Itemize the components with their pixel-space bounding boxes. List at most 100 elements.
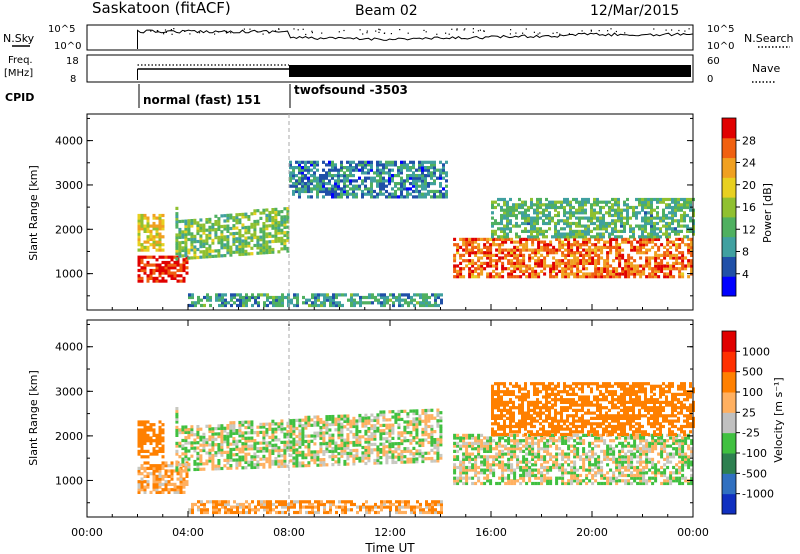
power-cell xyxy=(569,205,572,210)
power-cell xyxy=(567,261,571,265)
power-cell xyxy=(205,220,209,224)
velocity-cell xyxy=(295,434,299,439)
velocity-cell xyxy=(274,427,278,431)
velocity-cell xyxy=(367,448,371,452)
power-cell xyxy=(203,295,206,300)
power-cell xyxy=(474,267,478,271)
power-cell xyxy=(569,224,572,228)
velocity-cell xyxy=(239,510,242,515)
power-cell xyxy=(161,268,165,273)
power-cell xyxy=(491,224,494,228)
velocity-cell xyxy=(531,468,535,472)
power-cell xyxy=(539,205,542,210)
power-cell xyxy=(689,229,692,233)
power-cell xyxy=(143,271,147,275)
power-cell xyxy=(558,245,562,249)
velocity-cell xyxy=(283,462,287,466)
power-cell xyxy=(217,217,221,221)
power-cell xyxy=(650,232,653,236)
velocity-cell xyxy=(415,409,419,413)
power-cell xyxy=(146,276,150,280)
velocity-cell xyxy=(208,427,212,431)
power-cell xyxy=(515,224,518,228)
nsearch-dot xyxy=(230,32,232,34)
power-cell xyxy=(316,189,319,194)
power-cell xyxy=(566,224,569,228)
power-cell xyxy=(533,219,536,223)
power-cell xyxy=(525,275,529,279)
power-cell xyxy=(331,187,334,191)
velocity-cell xyxy=(540,465,544,470)
power-cell xyxy=(301,189,304,194)
velocity-cell xyxy=(161,464,165,468)
power-cell xyxy=(566,197,569,202)
velocity-cell xyxy=(245,505,248,509)
power-cell xyxy=(548,219,551,223)
power-cell xyxy=(564,267,568,271)
power-cell xyxy=(403,163,406,167)
velocity-cell xyxy=(161,423,165,427)
power-cell xyxy=(296,301,299,305)
power-cell xyxy=(400,176,403,180)
velocity-cell xyxy=(196,462,200,466)
velocity-cell xyxy=(382,429,386,433)
power-cell xyxy=(683,205,686,210)
power-cell xyxy=(573,253,577,257)
power-cell xyxy=(257,295,260,300)
power-cell xyxy=(615,256,619,260)
velocity-cell xyxy=(232,423,236,427)
power-cell xyxy=(678,237,682,241)
power-cell xyxy=(253,225,257,229)
power-cell xyxy=(576,248,580,252)
power-cell xyxy=(674,219,677,223)
velocity-cell xyxy=(344,502,347,507)
power-cell xyxy=(140,216,144,220)
power-cell xyxy=(445,160,448,164)
power-cell xyxy=(512,213,515,218)
velocity-cell xyxy=(483,449,487,453)
power-cell xyxy=(146,240,150,244)
nsearch-dot xyxy=(615,30,617,33)
power-cell xyxy=(217,227,221,231)
power-cell xyxy=(199,226,203,230)
velocity-cell xyxy=(173,485,177,489)
power-cell xyxy=(516,240,520,244)
velocity-cell xyxy=(184,468,188,472)
power-cell xyxy=(442,176,445,180)
velocity-cell xyxy=(379,461,383,465)
power-cell xyxy=(241,212,245,216)
velocity-cell xyxy=(543,476,547,480)
velocity-cell xyxy=(388,445,392,449)
power-cell xyxy=(593,235,596,239)
velocity-cell xyxy=(456,457,460,461)
power-cell xyxy=(137,232,141,236)
power-cell xyxy=(206,298,209,302)
velocity-cell xyxy=(271,435,275,439)
velocity-cell xyxy=(480,447,484,451)
nsearch-dot xyxy=(189,33,191,35)
power-cell xyxy=(304,184,307,188)
power-cell xyxy=(555,272,559,276)
velocity-cell xyxy=(543,449,547,453)
velocity-cell xyxy=(268,441,272,445)
velocity-cell xyxy=(516,439,520,443)
power-cell xyxy=(618,261,622,265)
power-cell xyxy=(671,221,674,226)
power-cell xyxy=(140,219,144,223)
power-cell xyxy=(477,251,481,255)
power-cell xyxy=(338,301,341,305)
power-cell xyxy=(545,197,548,202)
power-cell xyxy=(388,160,391,164)
velocity-cell xyxy=(397,442,401,446)
power-cell xyxy=(645,256,649,260)
power-cell xyxy=(678,243,682,247)
power-cell xyxy=(561,240,565,244)
power-cell xyxy=(176,260,180,265)
velocity-cell xyxy=(175,460,179,464)
velocity-cell xyxy=(211,435,215,439)
velocity-cell xyxy=(439,411,443,415)
velocity-cell xyxy=(528,449,532,453)
power-cell xyxy=(614,219,617,223)
velocity-cell xyxy=(543,457,547,461)
power-cell xyxy=(536,200,539,204)
